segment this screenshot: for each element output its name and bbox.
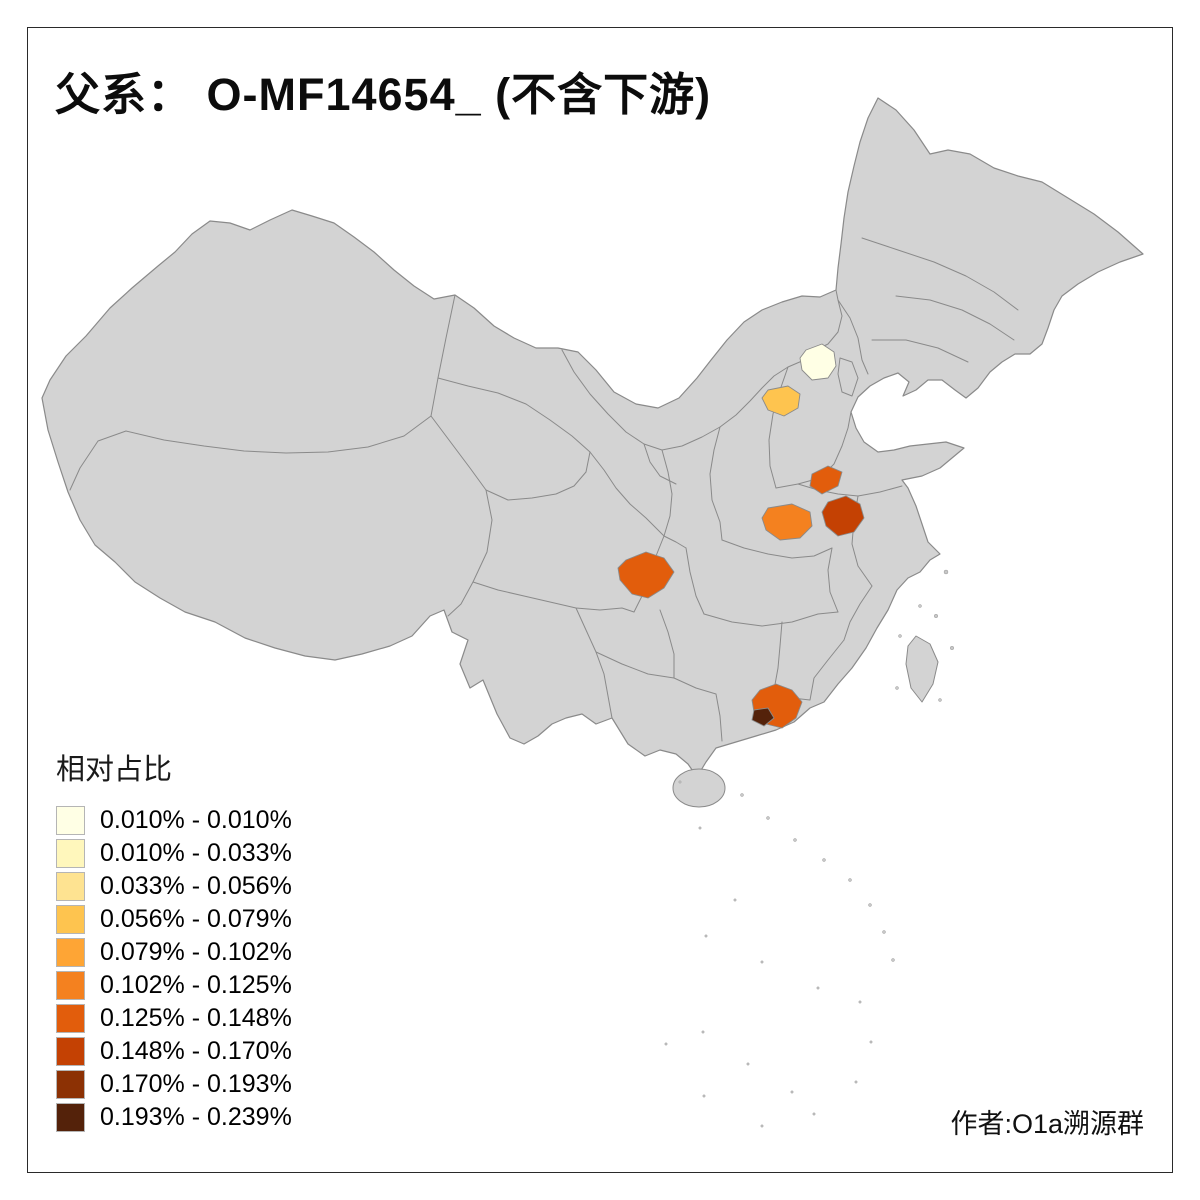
land-group	[41, 97, 1144, 808]
legend-row: 0.079% - 0.102%	[56, 938, 292, 967]
legend-swatch	[56, 839, 85, 868]
region-chongqing	[617, 551, 675, 599]
legend-swatch	[56, 1037, 85, 1066]
legend-row: 0.033% - 0.056%	[56, 872, 292, 901]
legend-row: 0.056% - 0.079%	[56, 905, 292, 934]
legend-label: 0.193% - 0.239%	[100, 1103, 292, 1131]
hainan-island	[672, 768, 726, 808]
legend-swatch	[56, 806, 85, 835]
legend-label: 0.033% - 0.056%	[100, 872, 292, 900]
region-central-henan	[761, 503, 813, 541]
region-north-anhui	[821, 495, 865, 537]
legend-rows: 0.010% - 0.010% 0.010% - 0.033% 0.033% -…	[56, 806, 292, 1132]
legend-row: 0.148% - 0.170%	[56, 1037, 292, 1066]
mainland-shape	[41, 97, 1144, 778]
region-beijing	[799, 343, 837, 381]
legend-row: 0.102% - 0.125%	[56, 971, 292, 1000]
legend-swatch	[56, 1070, 85, 1099]
legend-label: 0.125% - 0.148%	[100, 1004, 292, 1032]
taiwan-island	[905, 635, 939, 703]
island-specks	[664, 569, 955, 1128]
region-pearl-river-delta-dark-spot	[751, 707, 775, 727]
legend-swatch	[56, 872, 85, 901]
legend-swatch	[56, 1004, 85, 1033]
province-borders	[69, 237, 1019, 742]
legend-label: 0.079% - 0.102%	[100, 938, 292, 966]
tianjin-shape	[837, 357, 859, 397]
legend-label: 0.170% - 0.193%	[100, 1070, 292, 1098]
legend: 相对占比 0.010% - 0.010% 0.010% - 0.033% 0.0…	[56, 746, 292, 1132]
legend-swatch	[56, 938, 85, 967]
legend-row: 0.125% - 0.148%	[56, 1004, 292, 1033]
legend-swatch	[56, 1103, 85, 1132]
legend-swatch	[56, 905, 85, 934]
legend-label: 0.056% - 0.079%	[100, 905, 292, 933]
highlighted-regions	[617, 343, 865, 729]
legend-label: 0.010% - 0.010%	[100, 806, 292, 834]
legend-row: 0.010% - 0.010%	[56, 806, 292, 835]
region-east-henan-sliver	[809, 465, 843, 495]
legend-label: 0.010% - 0.033%	[100, 839, 292, 867]
legend-title: 相对占比	[56, 754, 173, 786]
legend-label: 0.148% - 0.170%	[100, 1037, 292, 1065]
legend-row: 0.193% - 0.239%	[56, 1103, 292, 1132]
legend-swatch	[56, 971, 85, 1000]
legend-row: 0.170% - 0.193%	[56, 1070, 292, 1099]
credit-text: 作者:O1a溯源群	[950, 1109, 1144, 1139]
legend-row: 0.010% - 0.033%	[56, 839, 292, 868]
page-title: 父系： O-MF14654_ (不含下游)	[55, 69, 712, 120]
legend-label: 0.102% - 0.125%	[100, 971, 292, 999]
region-central-hebei	[761, 385, 801, 417]
